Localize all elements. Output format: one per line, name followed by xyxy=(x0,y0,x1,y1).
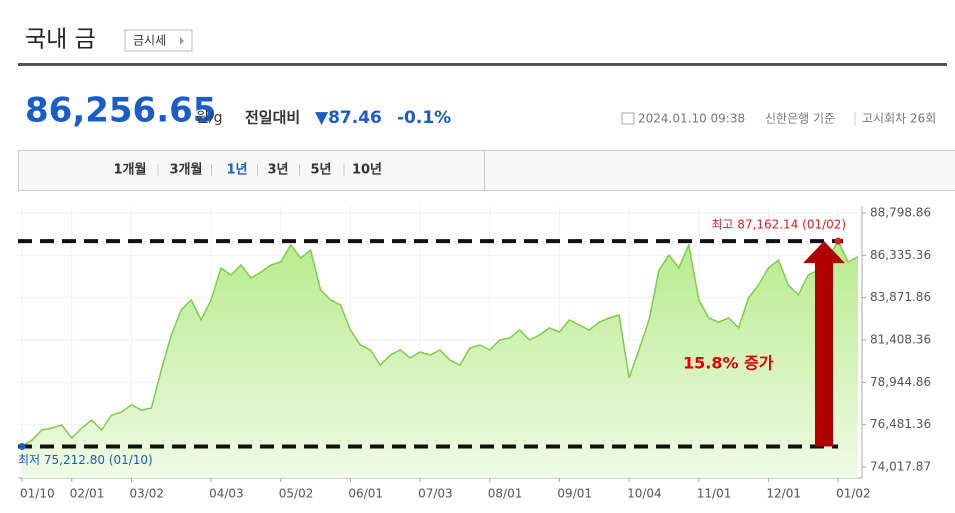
notice: 고시회차 26회 xyxy=(862,112,936,126)
tab[interactable]: 1년 xyxy=(226,163,247,178)
tab[interactable]: 3개월 xyxy=(170,162,203,178)
tab[interactable]: 5년 xyxy=(310,163,331,178)
timestamp: 2024.01.10 09:38 xyxy=(638,112,745,126)
y-tick-label: 88,798.86 xyxy=(870,206,931,220)
tab[interactable]: 3년 xyxy=(267,163,288,178)
price-unit: 원/g xyxy=(196,110,222,126)
button-arrow xyxy=(180,37,184,45)
tab-bar xyxy=(18,150,955,191)
increase-arrow-shaft xyxy=(815,261,833,447)
increase-arrow-head xyxy=(803,241,845,264)
x-tick-label: 11/01 xyxy=(697,487,732,501)
y-tick-label: 78,944.86 xyxy=(870,375,931,389)
x-tick-label: 10/04 xyxy=(627,487,662,501)
x-tick-label: 02/01 xyxy=(70,487,105,501)
x-tick-label: 09/01 xyxy=(557,487,592,501)
source: 신한은행 기준 xyxy=(765,111,835,126)
change-label: 전일대비 xyxy=(245,109,300,127)
change-rate: -0.1% xyxy=(397,108,451,128)
tabs: 1개월 3개월 1년 3년 5년 10년 xyxy=(114,162,383,178)
increase-label: 15.8% 증가 xyxy=(683,354,774,373)
gold-button-label[interactable]: 금시세 xyxy=(133,34,166,48)
x-tick-label: 08/01 xyxy=(488,487,523,501)
tab[interactable]: 1개월 xyxy=(114,162,147,178)
gold-button[interactable] xyxy=(124,29,193,52)
print-icon[interactable] xyxy=(621,112,635,125)
y-tick-label: 83,871.86 xyxy=(870,290,931,304)
max-label: 최고 87,162.14 (01/02) xyxy=(711,218,846,232)
y-tick-label: 74,017.87 xyxy=(870,460,931,474)
max-point xyxy=(834,237,842,245)
x-tick-label: 03/02 xyxy=(129,487,164,501)
x-tick-label: 05/02 xyxy=(279,487,314,501)
y-tick-label: 81,408.36 xyxy=(870,333,931,347)
min-label: 최저 75,212.80 (01/10) xyxy=(18,453,153,467)
min-point xyxy=(18,442,26,450)
chart: 74,017.87 76,481.36 78,944.86 81,408.36 83,8… xyxy=(18,206,931,501)
x-tick-label: 07/03 xyxy=(418,487,453,501)
x-tick-label: 06/01 xyxy=(348,487,383,501)
y-tick-label: 86,335.36 xyxy=(870,248,931,262)
price: 86,256.65 xyxy=(25,91,216,131)
header-rule xyxy=(18,63,947,66)
x-tick-label: 04/03 xyxy=(209,487,244,501)
change: ▼87.46 xyxy=(315,108,382,128)
x-tick-label: 01/10 xyxy=(20,487,55,501)
y-tick-label: 76,481.36 xyxy=(870,417,931,431)
page-title: 국내 금 xyxy=(25,27,96,53)
tab[interactable]: 10년 xyxy=(352,163,382,178)
price-line xyxy=(21,239,859,448)
x-tick-label: 01/02 xyxy=(836,487,871,501)
area-fill xyxy=(22,241,858,478)
x-tick-label: 12/01 xyxy=(766,487,801,501)
